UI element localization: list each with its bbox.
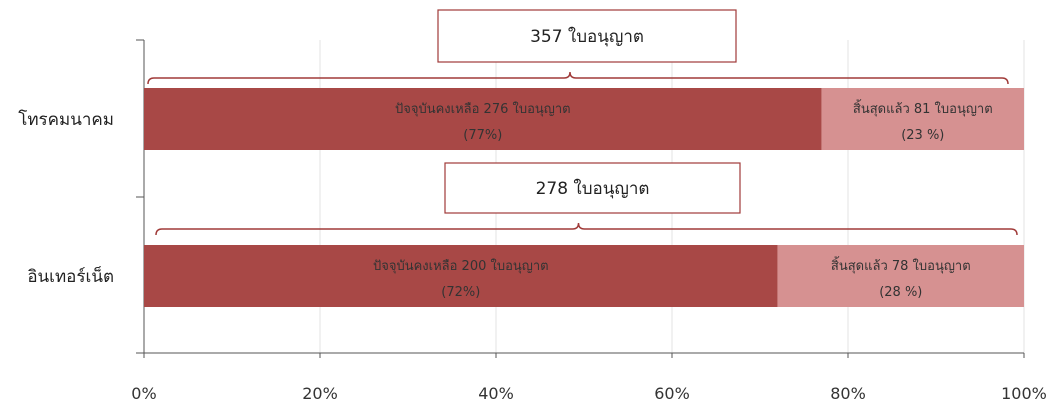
x-tick-label: 0% (131, 384, 156, 403)
data-label-percent: (77%) (463, 128, 502, 143)
bar-expired (777, 245, 1024, 307)
data-label: ปัจจุบันคงเหลือ 276 ใบอนุญาต (395, 101, 571, 117)
total-box (437, 9, 737, 63)
data-label: ปัจจุบันคงเหลือ 200 ใบอนุญาต (373, 258, 549, 274)
total-box (444, 162, 741, 214)
data-label-percent: (28 %) (879, 285, 922, 300)
x-tick-label: 100% (1001, 384, 1047, 403)
data-label-percent: (23 %) (901, 128, 944, 143)
total-bracket (147, 71, 1009, 85)
x-tick-label: 80% (830, 384, 866, 403)
x-tick-label: 40% (478, 384, 514, 403)
total-label: 357 ใบอนุญาต (530, 26, 644, 47)
total-bracket (155, 222, 1018, 236)
x-tick-label: 20% (302, 384, 338, 403)
data-label: สิ้นสุดแล้ว 81 ใบอนุญาต (853, 99, 993, 117)
x-tick-label: 60% (654, 384, 690, 403)
bar-expired (821, 88, 1024, 150)
bar-active (144, 245, 778, 307)
data-label-percent: (72%) (441, 285, 480, 300)
category-label: โทรคมนาคม (18, 109, 114, 130)
total-label: 278 ใบอนุญาต (536, 178, 650, 199)
data-label: สิ้นสุดแล้ว 78 ใบอนุญาต (831, 256, 971, 274)
category-label: อินเทอร์เน็ต (27, 265, 114, 287)
bar-active (144, 88, 822, 150)
